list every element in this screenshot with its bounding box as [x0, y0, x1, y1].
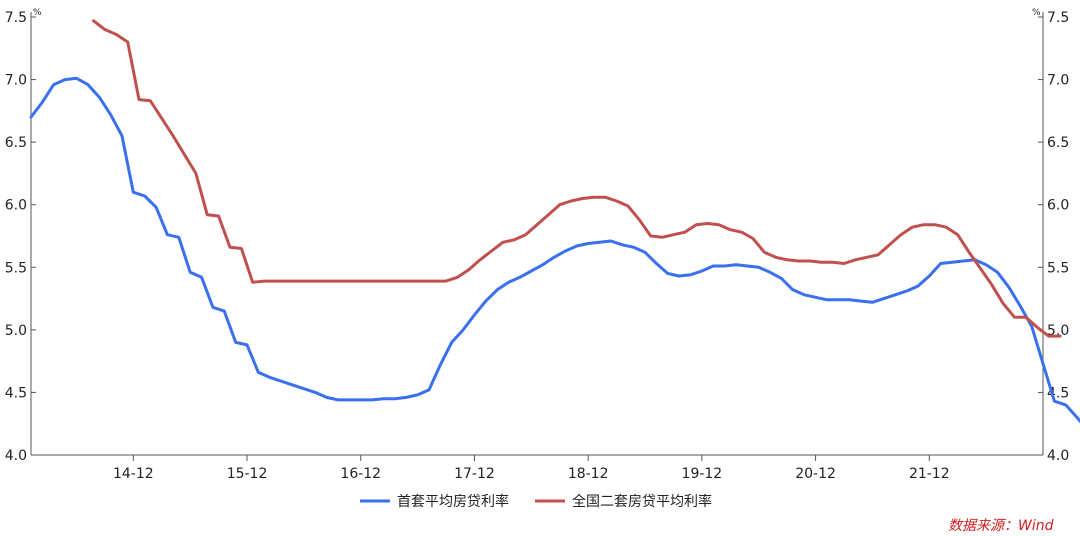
y-tick-label-right: 6.5: [1047, 135, 1069, 151]
x-tick-label: 19-12: [682, 466, 723, 482]
series-line-first-home: [29, 76, 1080, 424]
y-tick-label-right: 4.0: [1047, 448, 1069, 464]
y-axis-left: 4.0 4.5 5.0 5.5 6.0 6.5 7.0 7.5: [5, 10, 27, 464]
x-tick-label: 16-12: [340, 466, 381, 482]
y-tick-label-left: 7.5: [5, 10, 27, 26]
y-tick-label-right: 6.0: [1047, 198, 1069, 214]
y-tick-label-left: 4.0: [5, 448, 27, 464]
x-tick-label: 21-12: [909, 466, 950, 482]
y-axis-right: 4.04.55.05.56.06.57.07.5: [1047, 10, 1069, 464]
x-tick-label: 15-12: [227, 466, 268, 482]
y-tick-label-left: 6.0: [5, 198, 27, 214]
x-tick-label: 17-12: [454, 466, 495, 482]
series-line-second-home: [92, 19, 1062, 338]
legend-label-first-home: 首套平均房贷利率: [397, 493, 509, 510]
x-axis: 14-12 15-12 16-12 17-12 18-12 19-12 20-12 21-12: [113, 466, 950, 482]
y-unit-right: %: [1032, 8, 1041, 18]
y-tick-label-left: 7.0: [5, 73, 27, 89]
y-tick-label-right: 7.0: [1047, 73, 1069, 89]
plot-frame: [30, 12, 1044, 456]
y-tick-label-right: 7.5: [1047, 10, 1069, 26]
legend-label-second-home: 全国二套房贷平均利率: [572, 493, 712, 510]
axis-ticks: [31, 16, 1043, 461]
y-tick-label-right: 5.5: [1047, 260, 1069, 276]
y-tick-label-left: 5.0: [5, 323, 27, 339]
y-tick-label-left: 5.5: [5, 260, 27, 276]
x-tick-label: 20-12: [795, 466, 836, 482]
data-source-note: 数据来源：Wind: [948, 518, 1054, 534]
y-unit-left: %: [33, 8, 42, 18]
x-tick-label: 14-12: [113, 466, 154, 482]
y-tick-label-left: 4.5: [5, 385, 27, 401]
legend: 首套平均房贷利率 全国二套房贷平均利率: [360, 493, 712, 510]
y-tick-label-left: 6.5: [5, 135, 27, 151]
x-tick-label: 18-12: [568, 466, 609, 482]
series-lines: [29, 19, 1080, 424]
